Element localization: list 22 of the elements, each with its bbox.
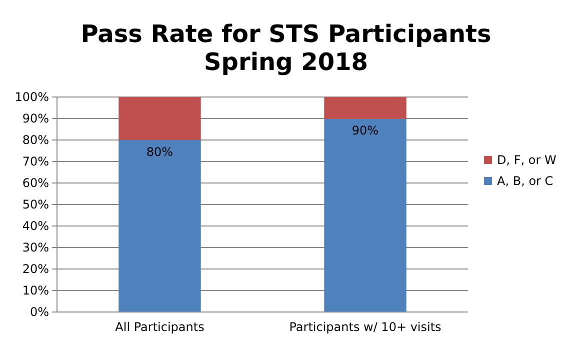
bar (324, 97, 406, 118)
y-tick-label: 100% (14, 90, 49, 104)
bar (324, 118, 406, 312)
data-label: 90% (352, 124, 379, 138)
y-tick-label: 30% (22, 240, 49, 255)
y-tick-label: 70% (22, 154, 49, 169)
bar (118, 140, 201, 312)
x-tick-label: All Participants (115, 320, 204, 334)
y-tick-label: 60% (22, 176, 49, 190)
y-tick-label: 20% (22, 262, 49, 276)
y-tick-label: 90% (22, 112, 49, 126)
legend-label: D, F, or W (497, 153, 556, 168)
bar (118, 97, 201, 140)
y-tick-label: 10% (22, 284, 49, 298)
chart-title: Pass Rate for STS Participants Spring 2018 (80, 20, 492, 76)
y-tick-label: 40% (22, 219, 49, 234)
y-tick-label: 0% (30, 305, 49, 320)
x-tick-label: Participants w/ 10+ visits (289, 320, 442, 334)
y-tick-label: 50% (22, 198, 49, 212)
y-tick-label: 80% (22, 133, 49, 148)
legend-label: A, B, or C (497, 174, 554, 188)
data-label: 80% (146, 145, 174, 159)
